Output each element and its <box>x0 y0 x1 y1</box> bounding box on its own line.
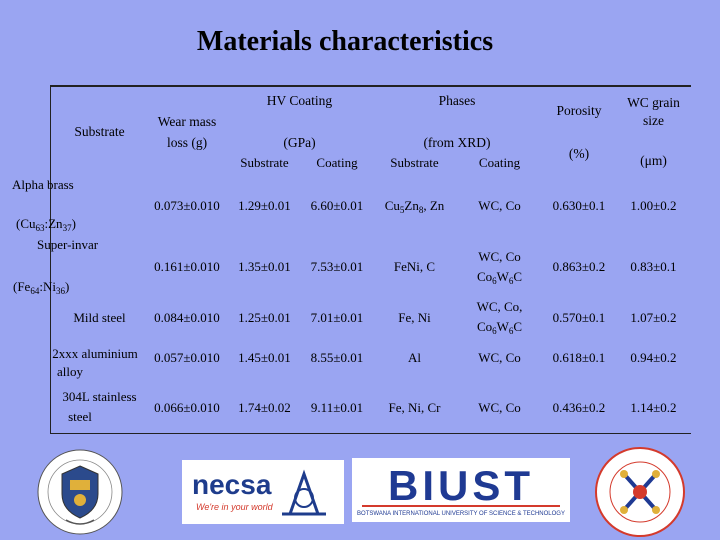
table-frame <box>50 85 691 434</box>
row2-hv-coating: 7.53±0.01 <box>310 259 364 274</box>
row2-phases-coating-2: Co6W6C <box>476 269 523 286</box>
row3-porosity: 0.570±0.1 <box>552 310 606 325</box>
necsa-tagline: We're in your world <box>196 502 274 512</box>
row2-phases-coating-1: WC, Co <box>478 249 521 264</box>
row1-phases-coating: WC, Co <box>478 198 521 213</box>
row3-substrate-1: Mild steel <box>73 310 126 325</box>
row1-hv-coating: 6.60±0.01 <box>310 198 364 213</box>
header-porosity-unit: (%) <box>568 146 590 161</box>
row4-hv-coating: 8.55±0.01 <box>310 350 364 365</box>
necsa-logo: necsa We're in your world <box>182 460 344 524</box>
row2-substrate-2: (Fe64:Ni36) <box>13 279 70 296</box>
row4-porosity: 0.618±0.1 <box>552 350 606 365</box>
row1-phases-substrate: Cu5Zn8, Zn <box>384 198 445 215</box>
row4-phases-coating: WC, Co <box>478 350 521 365</box>
row2-substrate-1: Super-invar <box>37 237 99 252</box>
materials-table: Substrate Wear mass loss (g) HV Coating … <box>12 85 691 434</box>
row3-hv-coating: 7.01±0.01 <box>310 310 364 325</box>
row2-porosity: 0.863±0.2 <box>552 259 606 274</box>
row5-hv-coating: 9.11±0.01 <box>310 400 364 415</box>
row1-wear: 0.073±0.010 <box>154 198 220 213</box>
university-crest-logo <box>37 449 123 535</box>
header-wear-mass-2: loss (g) <box>166 135 208 150</box>
header-wear-mass-1: Wear mass <box>157 114 217 129</box>
biust-full-name: BOTSWANA INTERNATIONAL UNIVERSITY OF SCI… <box>357 511 565 517</box>
header-wc-grain-1: WC grain <box>627 95 680 110</box>
header-phases: Phases <box>438 93 476 108</box>
header-gpa: (GPa) <box>283 135 316 150</box>
header-hv-coating-sub: Coating <box>316 155 358 170</box>
row1-substrate-2: (Cu63:Zn37) <box>16 216 76 233</box>
header-hv-coating: HV Coating <box>266 93 333 108</box>
header-from-xrd: (from XRD) <box>423 135 491 150</box>
biust-name: BIUST <box>388 462 534 509</box>
row4-substrate-1: 2xxx aluminium <box>52 346 138 361</box>
header-wc-grain-2: size <box>643 113 664 128</box>
row2-hv-substrate: 1.35±0.01 <box>238 259 291 274</box>
row3-grain: 1.07±0.2 <box>630 310 677 325</box>
header-hv-substrate: Substrate <box>240 155 289 170</box>
row1-hv-substrate: 1.29±0.01 <box>238 198 291 213</box>
row1-substrate-1: Alpha brass <box>12 177 74 192</box>
row5-hv-substrate: 1.74±0.02 <box>238 400 291 415</box>
row1-grain: 1.00±0.2 <box>630 198 677 213</box>
row4-substrate-2: alloy <box>57 364 83 379</box>
row4-phases-substrate: Al <box>408 350 421 365</box>
header-substrate: Substrate <box>74 124 125 139</box>
logo-strip: necsa We're in your world BIUST BOTSWANA… <box>0 440 720 540</box>
row5-substrate-2: steel <box>68 409 92 424</box>
row5-porosity: 0.436±0.2 <box>552 400 606 415</box>
row1-porosity: 0.630±0.1 <box>552 198 606 213</box>
row4-wear: 0.057±0.010 <box>154 350 220 365</box>
biust-logo: BIUST BOTSWANA INTERNATIONAL UNIVERSITY … <box>352 458 570 522</box>
row3-phases-coating-2: Co6W6C <box>476 319 523 336</box>
necsa-name: necsa <box>192 469 272 500</box>
header-phases-coating: Coating <box>478 155 521 170</box>
row5-wear: 0.066±0.010 <box>154 400 220 415</box>
row4-hv-substrate: 1.45±0.01 <box>238 350 291 365</box>
centre-of-excellence-seal <box>595 447 685 537</box>
row2-wear: 0.161±0.010 <box>154 259 220 274</box>
row3-hv-substrate: 1.25±0.01 <box>238 310 291 325</box>
row5-substrate-1: 304L stainless <box>62 389 137 404</box>
header-porosity: Porosity <box>556 103 602 118</box>
row2-grain: 0.83±0.1 <box>630 259 677 274</box>
row5-phases-substrate: Fe, Ni, Cr <box>388 400 441 415</box>
page-title: Materials characteristics <box>196 26 494 57</box>
header-phases-substrate: Substrate <box>390 155 439 170</box>
row2-phases-substrate: FeNi, C <box>393 259 436 274</box>
row3-wear: 0.084±0.010 <box>154 310 220 325</box>
header-wc-unit: (μm) <box>640 153 667 168</box>
row5-phases-coating: WC, Co <box>478 400 521 415</box>
row5-grain: 1.14±0.2 <box>630 400 677 415</box>
row3-phases-coating-1: WC, Co, <box>476 299 523 314</box>
row4-grain: 0.94±0.2 <box>630 350 677 365</box>
row3-phases-substrate: Fe, Ni <box>398 310 431 325</box>
